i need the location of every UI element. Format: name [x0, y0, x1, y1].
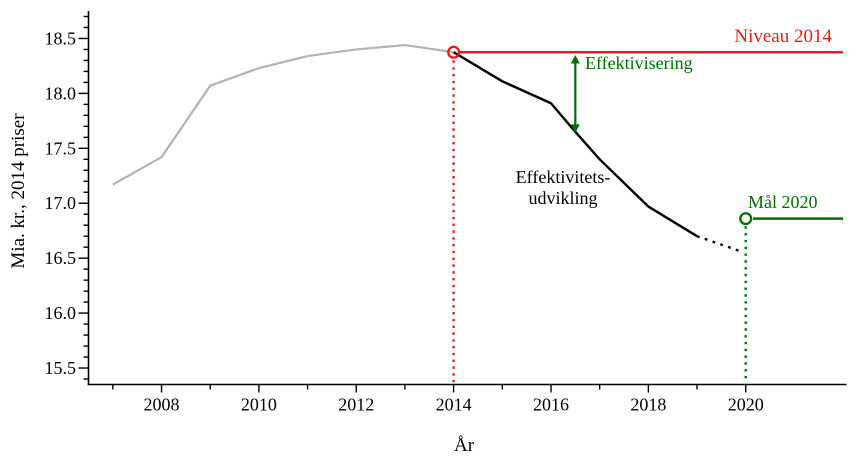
- marker-maal-2020: [739, 212, 753, 226]
- x-tick-label: 2018: [630, 395, 666, 415]
- y-tick-label: 16.0: [45, 303, 77, 323]
- y-tick-label: 17.5: [45, 138, 77, 158]
- annotation-maal-2020: Mål 2020: [748, 192, 818, 212]
- x-tick-label: 2008: [144, 395, 180, 415]
- x-tick-label: 2020: [728, 395, 764, 415]
- x-axis-title: År: [453, 435, 475, 456]
- annotation-effektivitetsudvikling-line1: Effektivitets-: [515, 167, 611, 187]
- y-tick-label: 18.0: [45, 83, 77, 103]
- marker-niveau-2014: [447, 45, 461, 59]
- y-tick-label: 18.5: [45, 28, 77, 48]
- x-tick-label: 2010: [241, 395, 277, 415]
- x-tick-label: 2014: [436, 395, 472, 415]
- y-tick-label: 16.5: [45, 248, 77, 268]
- series-projection-dotted: [696, 235, 739, 252]
- y-tick-label: 15.5: [45, 358, 77, 378]
- annotation-effektivisering: Effektivisering: [585, 53, 693, 73]
- y-tick-label: 17.0: [45, 193, 77, 213]
- x-tick-label: 2012: [338, 395, 374, 415]
- annotation-effektivitetsudvikling: Effektivitets- udvikling: [503, 167, 623, 209]
- y-axis-title: Mia. kr., 2014 priser: [8, 113, 29, 269]
- effektivisering-arrow-head-top: [570, 54, 580, 64]
- annotation-niveau-2014: Niveau 2014: [734, 26, 832, 47]
- effektivisering-arrow-head-bottom: [570, 124, 580, 133]
- annotation-effektivitetsudvikling-line2: udvikling: [528, 188, 598, 208]
- series-historical: [112, 43, 454, 186]
- x-tick-label: 2016: [533, 395, 569, 415]
